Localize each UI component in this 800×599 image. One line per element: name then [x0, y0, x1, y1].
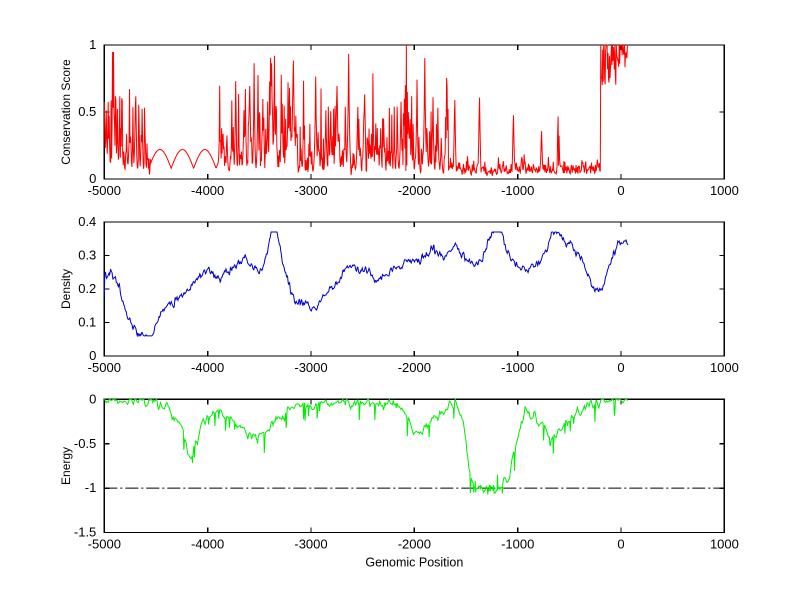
svg-text:-3000: -3000 — [294, 360, 327, 375]
svg-text:-0.5: -0.5 — [74, 436, 96, 451]
svg-text:-1000: -1000 — [501, 360, 534, 375]
svg-text:0: 0 — [617, 183, 624, 198]
svg-text:Genomic Position: Genomic Position — [365, 556, 463, 570]
svg-text:-2000: -2000 — [398, 183, 431, 198]
svg-text:-1000: -1000 — [501, 537, 534, 552]
svg-text:0.2: 0.2 — [78, 281, 96, 296]
svg-text:0: 0 — [617, 360, 624, 375]
svg-text:1000: 1000 — [710, 183, 739, 198]
svg-text:-4000: -4000 — [191, 183, 224, 198]
svg-text:1000: 1000 — [710, 360, 739, 375]
svg-text:-1: -1 — [85, 480, 97, 495]
svg-text:Energy: Energy — [59, 447, 73, 485]
svg-text:-4000: -4000 — [191, 537, 224, 552]
svg-text:-3000: -3000 — [294, 537, 327, 552]
svg-text:0.1: 0.1 — [78, 315, 96, 330]
svg-text:0: 0 — [89, 171, 96, 186]
svg-text:-2000: -2000 — [398, 537, 431, 552]
svg-text:Conservation Score: Conservation Score — [59, 59, 73, 165]
svg-text:-1000: -1000 — [501, 183, 534, 198]
svg-text:0: 0 — [617, 537, 624, 552]
svg-text:-4000: -4000 — [191, 360, 224, 375]
svg-text:0: 0 — [89, 391, 96, 406]
svg-text:0.4: 0.4 — [78, 214, 96, 229]
svg-text:1000: 1000 — [710, 537, 739, 552]
svg-text:-1.5: -1.5 — [74, 525, 96, 540]
svg-text:0.3: 0.3 — [78, 248, 96, 263]
svg-text:Density: Density — [59, 269, 73, 309]
svg-text:-2000: -2000 — [398, 360, 431, 375]
svg-text:0: 0 — [89, 348, 96, 363]
svg-text:1: 1 — [89, 37, 96, 52]
svg-text:-3000: -3000 — [294, 183, 327, 198]
svg-text:0.5: 0.5 — [78, 104, 96, 119]
